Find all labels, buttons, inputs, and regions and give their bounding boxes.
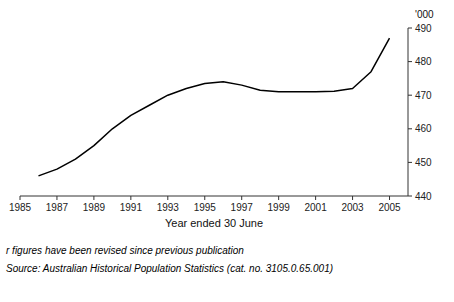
x-tick: [93, 196, 94, 200]
x-tick: [204, 196, 205, 200]
data-line: [38, 38, 389, 176]
x-tick-label: 1991: [120, 202, 143, 213]
footnote: r figures have been revised since previo…: [6, 245, 244, 256]
y-tick-label: 440: [415, 191, 432, 202]
x-tick: [167, 196, 168, 200]
x-tick: [389, 196, 390, 200]
y-axis-line: [408, 28, 409, 196]
x-tick-label: 2003: [341, 202, 364, 213]
x-tick: [241, 196, 242, 200]
x-tick-label: 1985: [9, 202, 32, 213]
x-axis-line: [20, 196, 408, 197]
y-tick-label: 460: [415, 123, 432, 134]
y-tick-label: 470: [415, 90, 432, 101]
x-tick: [352, 196, 353, 200]
x-tick-label: 1999: [268, 202, 291, 213]
x-tick-label: 1997: [231, 202, 254, 213]
x-tick-label: 1993: [157, 202, 180, 213]
y-axis-label: '000: [415, 9, 434, 20]
x-tick: [278, 196, 279, 200]
x-tick-label: 2005: [378, 202, 401, 213]
footnote: Source: Australian Historical Population…: [6, 263, 333, 274]
chart: 1985 1987 1989 1991 1993 1995 1997 1999 2001 2003…: [0, 0, 454, 302]
y-tick: [408, 162, 412, 163]
x-axis-label: Year ended 30 June: [165, 217, 263, 229]
y-tick: [408, 196, 412, 197]
y-tick-label: 490: [415, 23, 432, 34]
x-tick: [130, 196, 131, 200]
x-tick: [315, 196, 316, 200]
plot-area: [38, 38, 389, 176]
y-tick-label: 480: [415, 56, 432, 67]
x-tick-label: 1987: [46, 202, 69, 213]
y-tick: [408, 28, 412, 29]
x-tick-label: 2001: [304, 202, 327, 213]
y-tick-label: 450: [415, 157, 432, 168]
y-tick: [408, 128, 412, 129]
x-tick-label: 1989: [83, 202, 106, 213]
y-tick: [408, 95, 412, 96]
x-tick: [20, 196, 21, 200]
x-tick: [56, 196, 57, 200]
y-tick: [408, 61, 412, 62]
x-tick-label: 1995: [194, 202, 217, 213]
